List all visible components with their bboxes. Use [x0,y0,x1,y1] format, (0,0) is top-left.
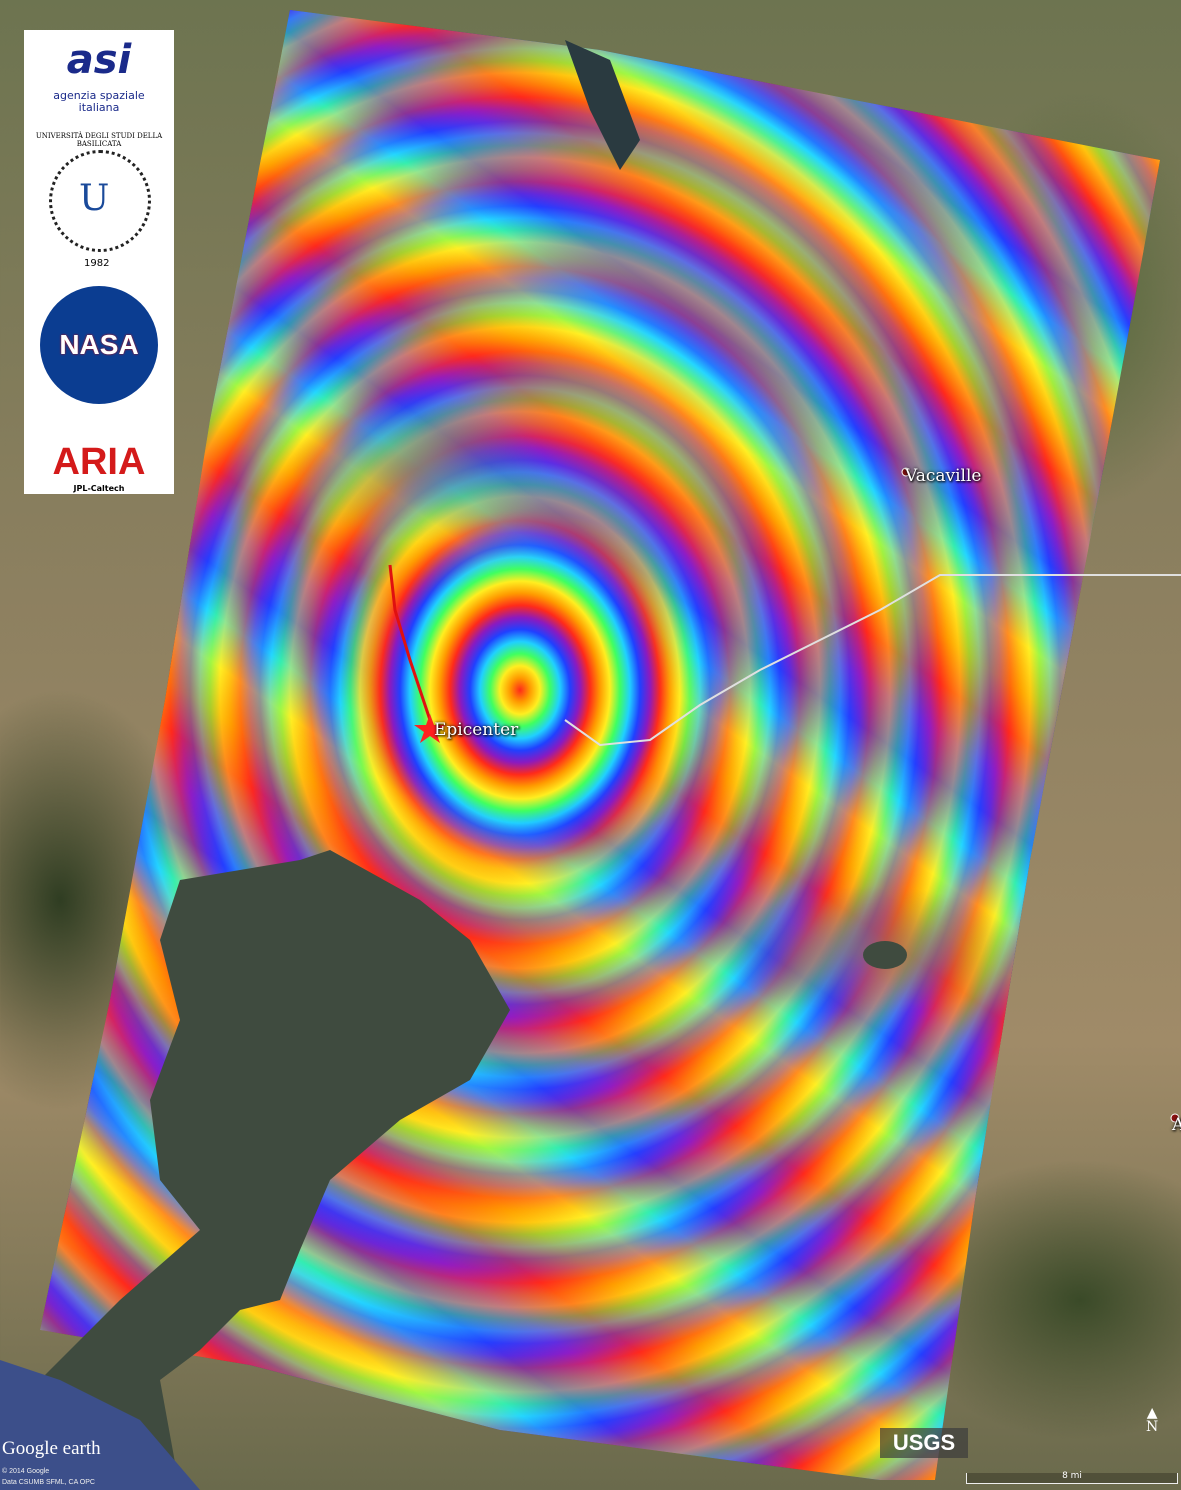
aria-text: ARIA [52,441,146,483]
epicenter-star-icon [414,714,446,743]
vacaville-pin-icon [901,467,911,477]
data-attribution: Data CSUMB SFML, CA OPC [2,1479,95,1486]
copyright: © 2014 Google [2,1468,50,1475]
logo-panel: asi agenzia spaziale italiana UNIVERSITÀ… [24,30,174,494]
unibas-text: UNIVERSITÀ DEGLI STUDI DELLA BASILICATA [35,132,163,148]
asi-text: agenzia spaziale italiana [53,89,145,114]
lake [565,40,640,170]
ocean [0,1360,200,1490]
unibas-year: 1982 [84,258,110,269]
usgs-logo: USGS [880,1428,968,1458]
bay-water [40,850,510,1490]
nasa-logo: NASA [24,280,174,410]
place-pin-icon [1170,1113,1180,1123]
scale-label: 8 mi [1062,1471,1082,1481]
google-earth-brand: Google earth [2,1438,101,1459]
fault-line [388,564,432,721]
asi-mark: asi [66,37,132,83]
vacaville-label: Vacaville [905,466,982,486]
asi-logo: asi agenzia spaziale italiana [24,30,174,130]
unibas-logo: UNIVERSITÀ DEGLI STUDI DELLA BASILICATA … [24,130,174,280]
aria-logo: ARIA JPL-Caltech [24,440,174,493]
nasa-text: NASA [59,329,139,360]
north-label: N [1146,1419,1159,1435]
road [564,574,1181,747]
epicenter-label: Epicenter [434,720,519,740]
north-arrow-icon: ▲ N [1146,1405,1159,1435]
aria-sub: JPL-Caltech [73,484,125,493]
edge-place-label: A [1172,1115,1181,1135]
pond [863,941,907,969]
scale-bar: 8 mi [966,1471,1178,1484]
